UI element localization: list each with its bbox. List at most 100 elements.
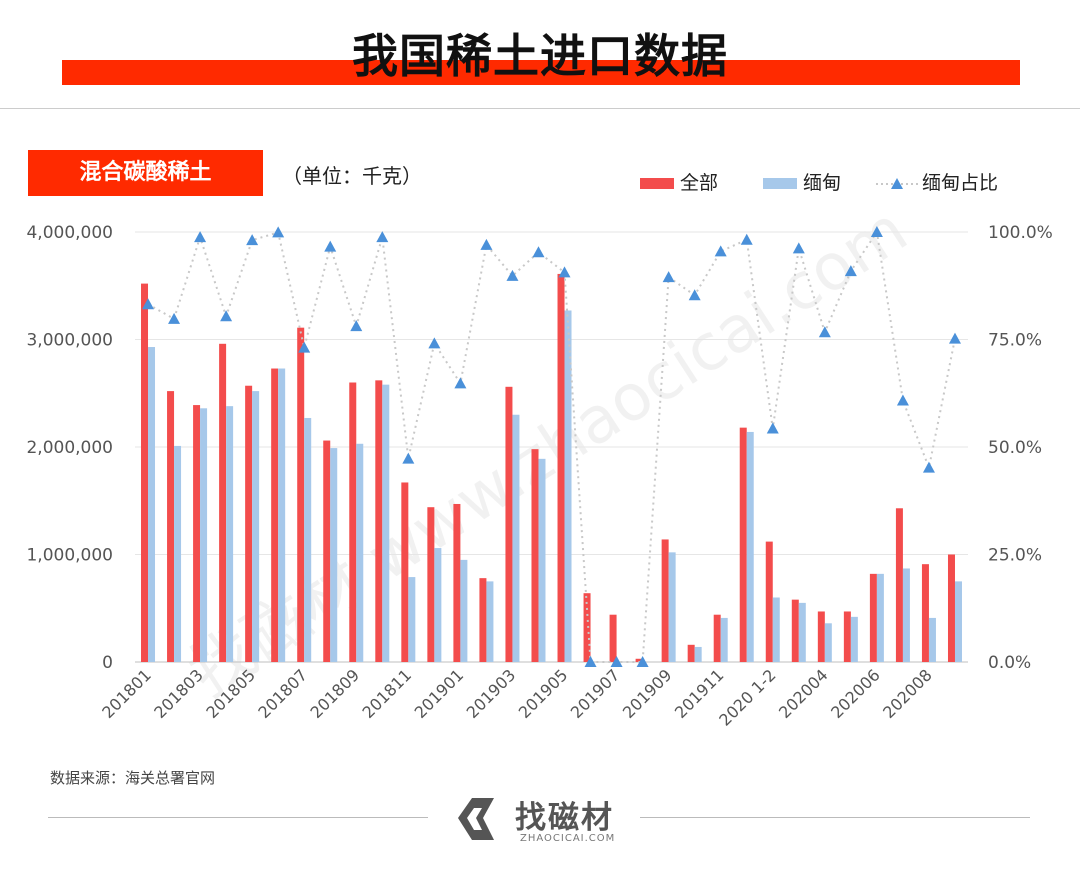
chart-badge: 混合碳酸稀土	[28, 150, 263, 196]
bar-myanmar	[746, 431, 754, 662]
ratio-line-series	[142, 226, 961, 667]
header-divider	[0, 108, 1080, 109]
bar-all	[297, 327, 305, 662]
ratio-point	[506, 269, 519, 281]
bar-all	[453, 503, 461, 662]
y-right-tick-label: 25.0%	[988, 546, 1042, 566]
bar-myanmar	[408, 577, 416, 662]
ratio-point	[402, 452, 415, 464]
ratio-point	[428, 337, 441, 349]
ratio-point	[610, 656, 623, 667]
ratio-point	[376, 231, 389, 243]
ratio-point	[766, 422, 779, 434]
bar-all	[401, 482, 409, 662]
bar-myanmar	[460, 559, 468, 662]
bar-all	[843, 611, 851, 662]
x-tick-label: 202004	[775, 665, 832, 722]
ratio-point	[298, 341, 311, 353]
bar-all	[323, 440, 331, 662]
ratio-point	[636, 656, 649, 667]
bar-myanmar	[694, 646, 702, 662]
unit-label: （单位：千克）	[282, 164, 422, 188]
bar-myanmar	[538, 458, 546, 662]
y-left-tick-label: 4,000,000	[26, 223, 113, 243]
bar-myanmar	[564, 310, 572, 662]
bar-myanmar	[720, 617, 728, 662]
bar-myanmar	[954, 581, 962, 662]
y-right-tick-label: 0.0%	[988, 653, 1031, 673]
bar-myanmar	[902, 568, 910, 662]
ratio-point	[220, 310, 233, 322]
x-tick-label: 201811	[359, 665, 416, 722]
y-right-tick-label: 75.0%	[988, 331, 1042, 351]
bar-myanmar	[356, 443, 364, 662]
bar-myanmar	[876, 573, 884, 662]
data-source-note: 数据来源：海关总署官网	[50, 769, 216, 787]
ratio-point	[142, 298, 155, 310]
ratio-point	[454, 377, 467, 389]
x-tick-label: 201809	[306, 665, 363, 722]
bar-myanmar	[174, 445, 182, 662]
title-underline-bar	[62, 60, 1020, 85]
bar-myanmar	[512, 414, 520, 662]
ratio-point	[922, 461, 935, 473]
bar-all	[141, 283, 149, 662]
bar-all	[947, 554, 955, 662]
bar-all	[895, 508, 903, 662]
ratio-point	[246, 234, 259, 246]
bar-all	[271, 368, 279, 662]
chart-canvas: 找磁材 www.zhaocicai.com 0 1,000,000 2,000,00…	[26, 193, 1052, 730]
x-tick-label: 202008	[879, 665, 936, 722]
bar-all	[739, 427, 747, 662]
x-tick-label: 201907	[567, 665, 624, 722]
bar-myanmar	[200, 408, 208, 662]
watermark: 找磁材 www.zhaocicai.com	[177, 193, 921, 712]
bar-all	[583, 593, 591, 662]
footer-line-left	[48, 817, 428, 818]
bar-all	[349, 382, 357, 662]
ratio-point	[870, 226, 883, 237]
bar-myanmar	[850, 616, 858, 662]
bar-all	[765, 541, 773, 662]
ratio-point	[740, 233, 753, 245]
legend-label-myanmar: 缅甸	[803, 172, 842, 194]
bar-myanmar	[382, 384, 390, 662]
logo-subtitle: ZHAOCICAI.COM	[520, 833, 616, 844]
ratio-point	[818, 326, 831, 338]
bar-all	[869, 573, 877, 662]
bar-myanmar	[278, 368, 286, 662]
bar-all	[167, 391, 175, 662]
bar-myanmar	[798, 602, 806, 662]
bar-all	[661, 539, 669, 662]
logo-icon	[458, 798, 494, 840]
ratio-point	[792, 242, 805, 254]
x-tick-label: 201909	[619, 665, 676, 722]
y-left-tick-label: 3,000,000	[26, 331, 113, 351]
bar-myanmar	[668, 552, 676, 662]
ratio-point	[168, 312, 181, 324]
x-tick-label: 201901	[411, 665, 468, 722]
legend-item-ratio: 缅甸占比	[876, 168, 998, 195]
bar-all	[193, 405, 201, 662]
bar-all	[505, 386, 513, 662]
x-tick-label: 202006	[827, 665, 884, 722]
bar-all	[427, 507, 435, 662]
bar-myanmar	[252, 391, 260, 662]
bar-myanmar	[148, 347, 156, 662]
x-tick-label: 201905	[515, 665, 572, 722]
bar-myanmar	[304, 417, 312, 662]
ratio-point	[688, 289, 701, 301]
bar-all	[817, 611, 825, 662]
legend-item-myanmar: 缅甸	[763, 168, 841, 195]
ratio-point	[948, 332, 961, 344]
bar-all	[687, 644, 695, 662]
legend-swatch-ratio	[876, 177, 918, 189]
y-left-tick-label: 1,000,000	[26, 546, 113, 566]
logo-name: 找磁材	[515, 800, 614, 836]
ratio-point	[350, 320, 363, 332]
legend-swatch-all	[640, 178, 674, 189]
bar-myanmar	[330, 448, 338, 662]
ratio-point	[194, 231, 207, 243]
bar-all	[791, 599, 799, 662]
footer-line-right	[640, 817, 1030, 818]
